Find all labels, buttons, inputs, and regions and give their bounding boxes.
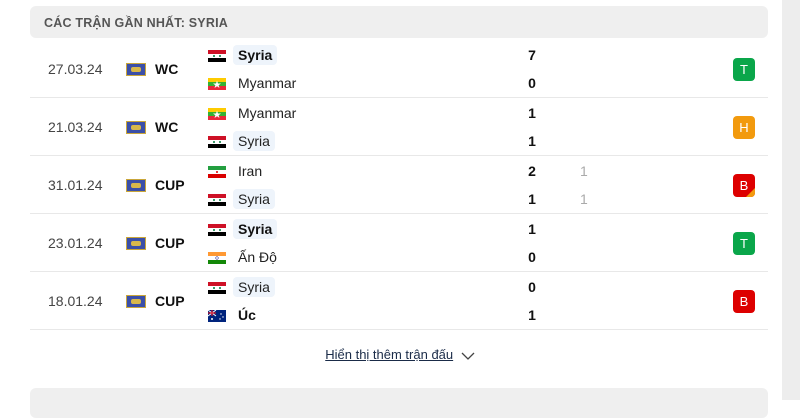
result-letter: H [739, 120, 749, 135]
league-name: CUP [155, 293, 185, 309]
score: 2 [528, 163, 536, 179]
team-away[interactable]: Syria 1 [208, 131, 768, 153]
team-away[interactable]: Ấn Độ 0 [208, 247, 768, 269]
team-name: Úc [238, 307, 256, 323]
team-name: Myanmar [238, 105, 297, 121]
world-map-icon [126, 179, 146, 192]
score: 1 [528, 191, 536, 207]
scrollbar[interactable] [782, 0, 800, 400]
team-name: Syria [233, 219, 278, 239]
syria-flag-icon [208, 136, 226, 148]
match-row[interactable]: 31.01.24 CUP Iran 2 1 Syria 1 1 B [30, 156, 768, 214]
result-letter: T [740, 236, 748, 251]
world-map-icon [126, 121, 146, 134]
team-away[interactable]: Syria 1 1 [208, 189, 768, 211]
match-row[interactable]: 21.03.24 WC Myanmar 1 Syria 1 H [30, 98, 768, 156]
penalty-corner-icon [746, 188, 755, 197]
show-more-link[interactable]: Hiển thị thêm trận đấu [0, 347, 800, 362]
australia-flag-icon [208, 310, 226, 322]
team-name: Syria [233, 189, 275, 209]
syria-flag-icon [208, 50, 226, 62]
score: 0 [528, 75, 536, 91]
myanmar-flag-icon [208, 78, 226, 90]
next-section-header [30, 388, 768, 418]
score: 7 [528, 47, 536, 63]
result-badge: T [733, 58, 755, 81]
league-name: WC [155, 119, 179, 135]
team-home[interactable]: Syria 0 [208, 277, 768, 299]
syria-flag-icon [208, 224, 226, 236]
team-away[interactable]: Myanmar 0 [208, 73, 768, 95]
result-letter: T [740, 62, 748, 77]
score: 0 [528, 249, 536, 265]
score: 1 [528, 307, 536, 323]
score: 1 [528, 133, 536, 149]
result-badge: B [733, 174, 755, 197]
team-home[interactable]: Myanmar 1 [208, 103, 768, 125]
league-name: WC [155, 61, 179, 77]
world-map-icon [126, 237, 146, 250]
team-away[interactable]: Úc 1 [208, 305, 768, 327]
syria-flag-icon [208, 282, 226, 294]
show-more-label: Hiển thị thêm trận đấu [325, 347, 454, 362]
team-home[interactable]: Syria 1 [208, 219, 768, 241]
chevron-down-icon [457, 347, 475, 362]
team-name: Syria [233, 131, 275, 151]
team-name: Syria [233, 277, 275, 297]
match-row[interactable]: 23.01.24 CUP Syria 1 Ấn Độ 0 T [30, 214, 768, 272]
section-header: CÁC TRẬN GẦN NHẤT: SYRIA [30, 6, 768, 38]
score: 1 [528, 221, 536, 237]
iran-flag-icon [208, 166, 226, 178]
penalty-score: 1 [580, 191, 588, 207]
league-name: CUP [155, 235, 185, 251]
world-map-icon [126, 295, 146, 308]
match-date: 27.03.24 [48, 61, 103, 77]
syria-flag-icon [208, 194, 226, 206]
result-letter: B [739, 178, 749, 193]
team-name: Iran [238, 163, 263, 179]
penalty-score: 1 [580, 163, 588, 179]
world-map-icon [126, 63, 146, 76]
result-letter: B [739, 294, 749, 309]
match-date: 31.01.24 [48, 177, 103, 193]
match-row[interactable]: 27.03.24 WC Syria 7 Myanmar 0 T [30, 40, 768, 98]
team-home[interactable]: Syria 7 [208, 45, 768, 67]
match-date: 21.03.24 [48, 119, 103, 135]
team-name: Myanmar [238, 75, 297, 91]
result-badge: H [733, 116, 755, 139]
score: 1 [528, 105, 536, 121]
section-title: CÁC TRẬN GẦN NHẤT: SYRIA [44, 16, 228, 30]
result-badge: B [733, 290, 755, 313]
india-flag-icon [208, 252, 226, 264]
team-name: Syria [233, 45, 278, 65]
result-badge: T [733, 232, 755, 255]
match-row[interactable]: 18.01.24 CUP Syria 0 Úc 1 B [30, 272, 768, 330]
team-home[interactable]: Iran 2 1 [208, 161, 768, 183]
score: 0 [528, 279, 536, 295]
team-name: Ấn Độ [238, 249, 277, 265]
match-date: 18.01.24 [48, 293, 103, 309]
league-name: CUP [155, 177, 185, 193]
myanmar-flag-icon [208, 108, 226, 120]
match-date: 23.01.24 [48, 235, 103, 251]
